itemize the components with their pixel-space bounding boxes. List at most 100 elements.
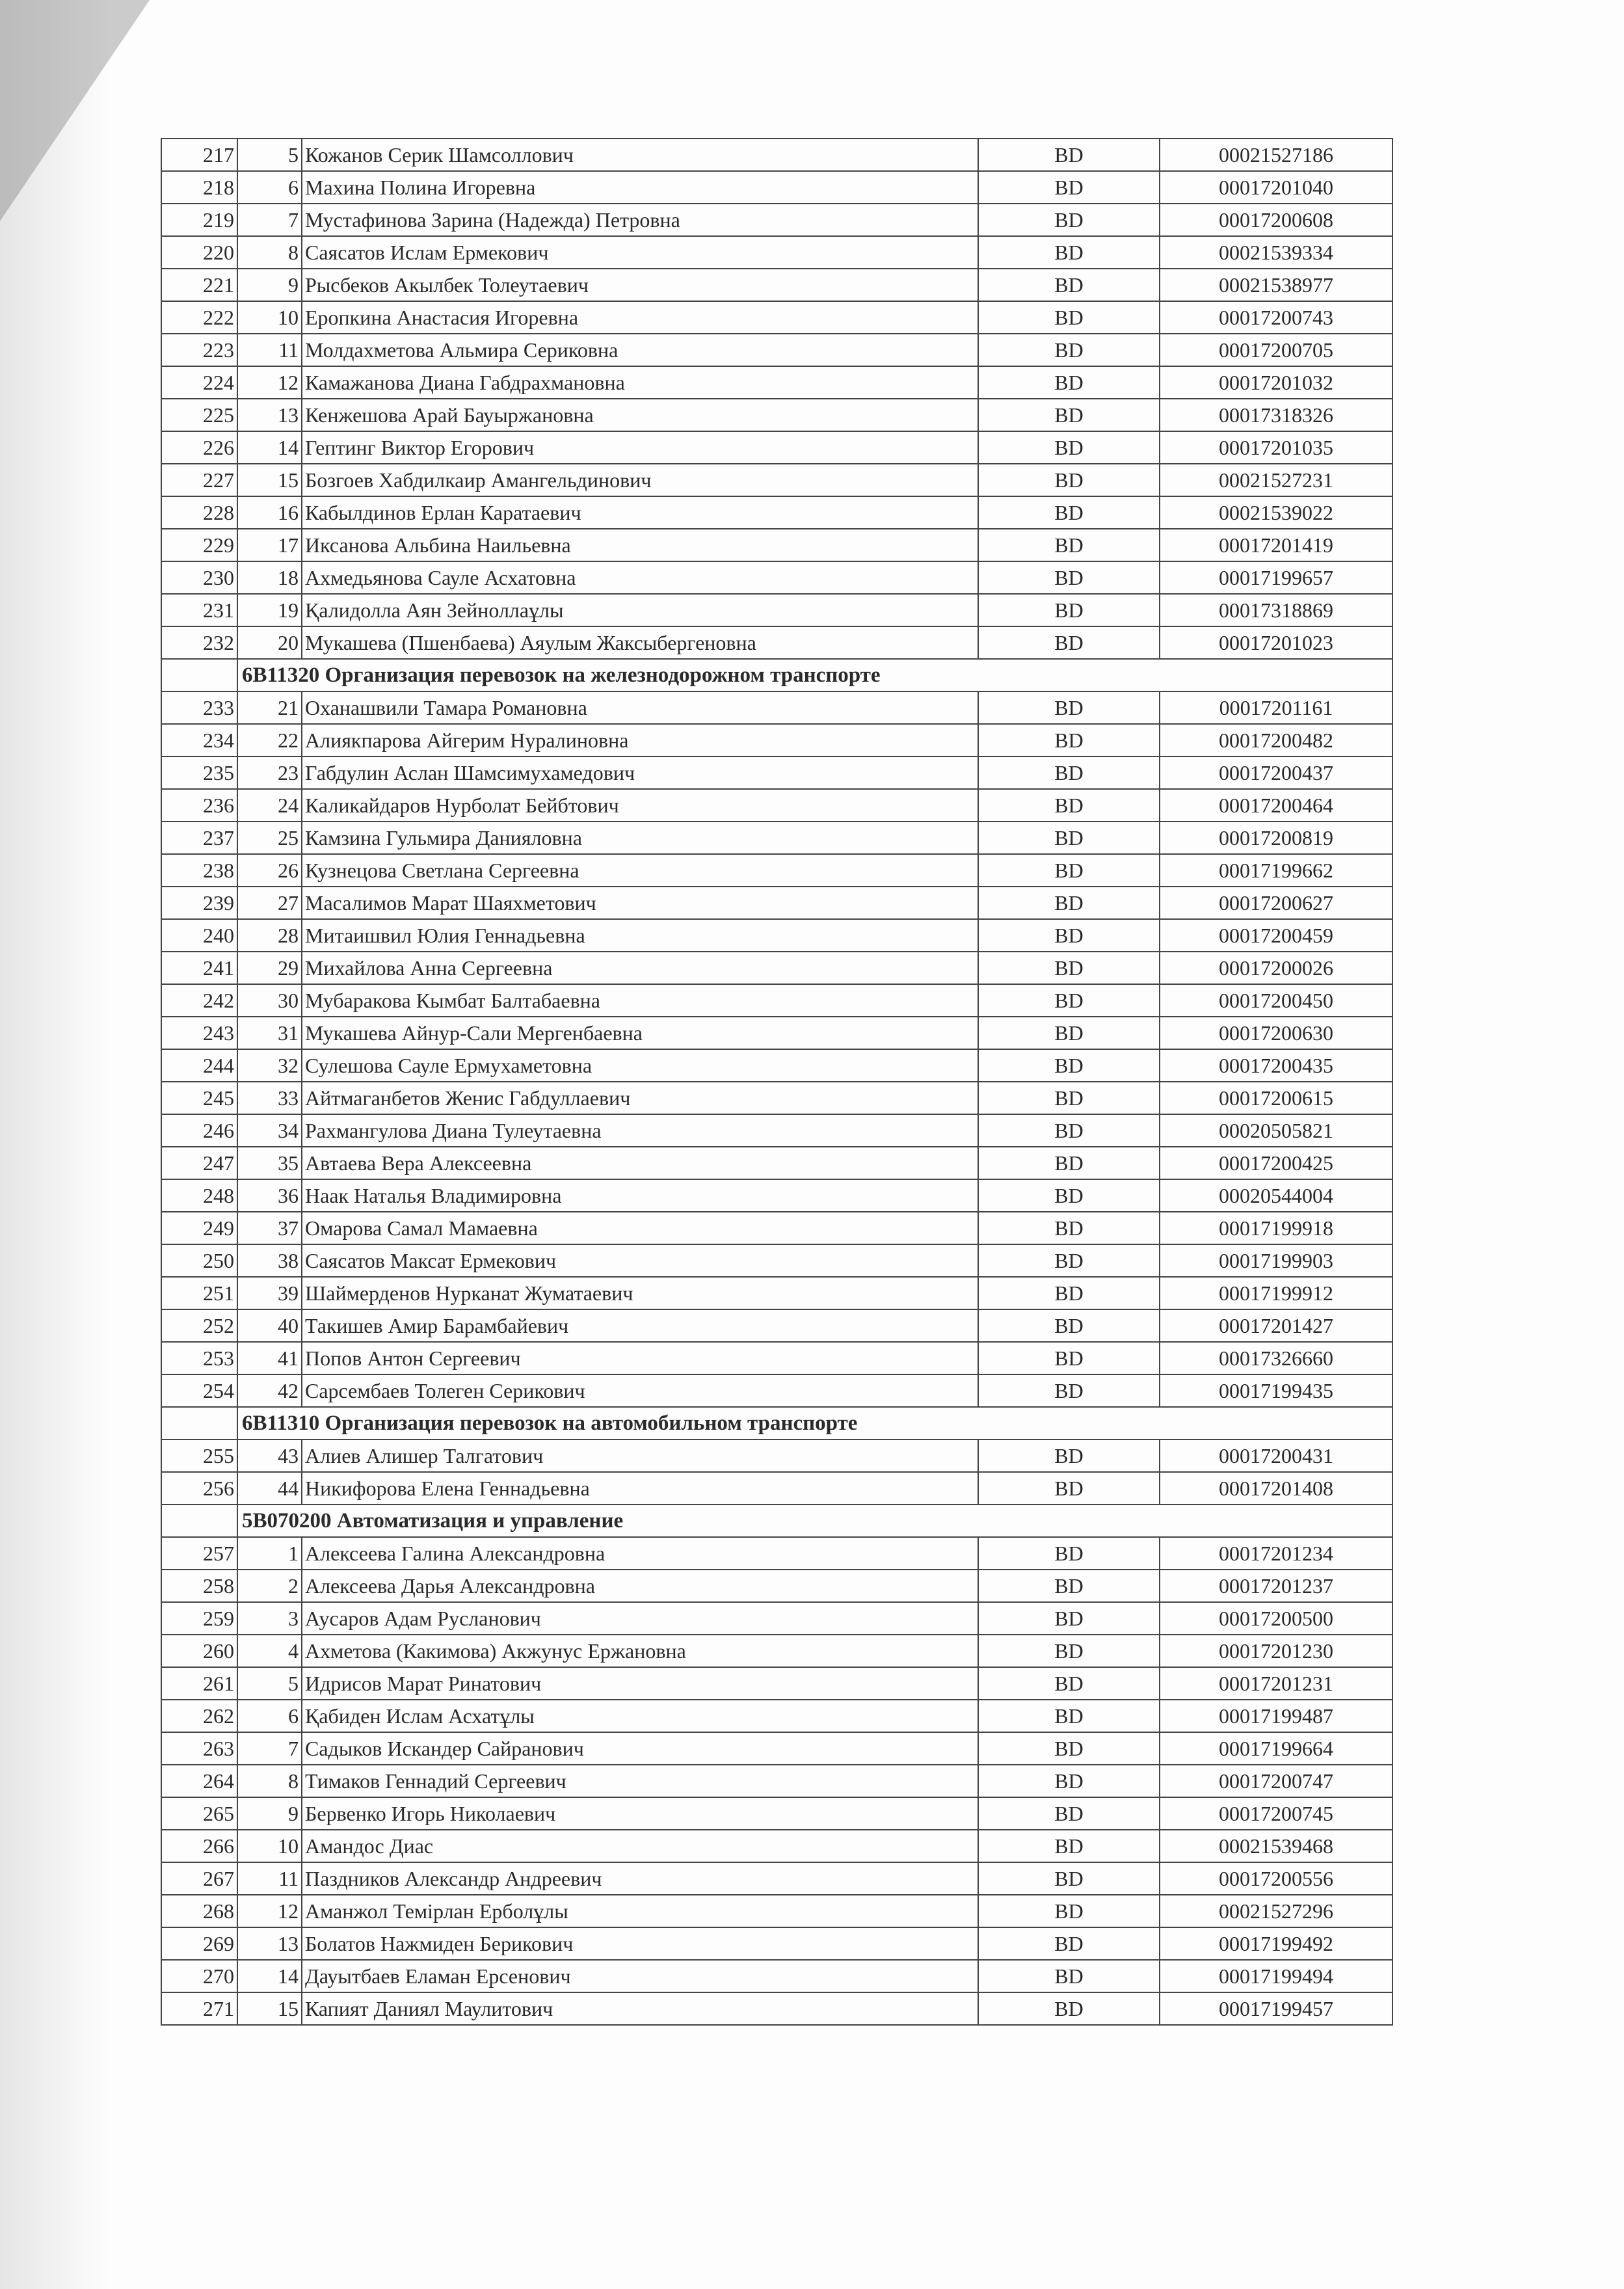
group-index: 18 bbox=[237, 561, 302, 595]
student-name: Махина Полина Игоревна bbox=[301, 170, 979, 204]
student-name: Такишев Амир Барамбайевич bbox=[301, 1309, 979, 1343]
row-number: 245 bbox=[161, 1081, 238, 1115]
row-number: 222 bbox=[161, 301, 238, 334]
table-row: 232 20 Мукашева (Пшенбаева) Аяулым Жаксыбе… bbox=[161, 626, 1393, 660]
group-index: 8 bbox=[237, 1764, 302, 1798]
student-name: Болатов Нажмиден Берикович bbox=[301, 1927, 979, 1961]
code-cell: BD bbox=[978, 756, 1160, 790]
id-number: 00017200431 bbox=[1159, 1439, 1393, 1473]
code-cell: BD bbox=[978, 1341, 1160, 1375]
id-number: 00021527231 bbox=[1159, 463, 1393, 497]
id-number: 00017199657 bbox=[1159, 561, 1393, 595]
row-number: 261 bbox=[161, 1667, 238, 1700]
section-title: 5B070200 Автоматизация и управление bbox=[237, 1504, 1393, 1538]
code-cell: BD bbox=[978, 951, 1160, 985]
table-row: 248 36 Наак Наталья Владимировна BD 00020544… bbox=[161, 1179, 1393, 1212]
row-number: 237 bbox=[161, 821, 238, 855]
group-index: 24 bbox=[237, 788, 302, 822]
group-index: 27 bbox=[237, 886, 302, 920]
row-number: 242 bbox=[161, 984, 238, 1017]
group-index: 31 bbox=[237, 1016, 302, 1050]
code-cell: BD bbox=[978, 1244, 1160, 1278]
id-number: 00017200627 bbox=[1159, 886, 1393, 920]
code-cell: BD bbox=[978, 1667, 1160, 1700]
table-row: 226 14 Гептинг Виктор Егорович BD 0001720103… bbox=[161, 431, 1393, 464]
code-cell: BD bbox=[978, 1797, 1160, 1830]
row-number: 239 bbox=[161, 886, 238, 920]
group-index: 33 bbox=[237, 1081, 302, 1115]
table-row: 253 41 Попов Антон Сергеевич BD 00017326660 bbox=[161, 1341, 1393, 1375]
table-row: 259 3 Аусаров Адам Русланович BD 00017200500 bbox=[161, 1601, 1393, 1635]
group-index: 14 bbox=[237, 1959, 302, 1993]
table-row: 240 28 Митаишвил Юлия Геннадьевна BD 0001720… bbox=[161, 918, 1393, 952]
row-number: 254 bbox=[161, 1374, 238, 1408]
student-name: Никифорова Елена Геннадьевна bbox=[301, 1471, 979, 1505]
student-name: Мустафинова Зарина (Надежда) Петровна bbox=[301, 203, 979, 237]
id-number: 00017200630 bbox=[1159, 1016, 1393, 1050]
table-row: 221 9 Рысбеков Акылбек Толеутаевич BD 000215… bbox=[161, 268, 1393, 302]
table-row: 222 10 Еропкина Анастасия Игоревна BD 000172… bbox=[161, 301, 1393, 334]
row-number: 250 bbox=[161, 1244, 238, 1278]
row-number: 227 bbox=[161, 463, 238, 497]
student-name: Рахмангулова Диана Тулеутаевна bbox=[301, 1114, 979, 1147]
code-cell: BD bbox=[978, 918, 1160, 952]
table-row: 220 8 Саясатов Ислам Ермекович BD 0002153933… bbox=[161, 235, 1393, 269]
group-index: 11 bbox=[237, 333, 302, 367]
student-name: Бозгоев Хабдилкаир Амангельдинович bbox=[301, 463, 979, 497]
table-row: 218 6 Махина Полина Игоревна BD 00017201040 bbox=[161, 170, 1393, 204]
student-name: Қабиден Ислам Асхатұлы bbox=[301, 1699, 979, 1733]
student-name: Алиякпарова Айгерим Нуралиновна bbox=[301, 723, 979, 757]
id-number: 00017201023 bbox=[1159, 626, 1393, 660]
row-number: 257 bbox=[161, 1536, 238, 1570]
row-number: 265 bbox=[161, 1797, 238, 1830]
group-index: 36 bbox=[237, 1179, 302, 1212]
id-number: 00017201408 bbox=[1159, 1471, 1393, 1505]
row-number: 233 bbox=[161, 691, 238, 725]
row-number: 241 bbox=[161, 951, 238, 985]
code-cell: BD bbox=[978, 301, 1160, 334]
row-number: 251 bbox=[161, 1276, 238, 1310]
table-row: 236 24 Каликайдаров Нурболат Бейбтович BD 00… bbox=[161, 788, 1393, 822]
student-name: Кожанов Серик Шамсоллович bbox=[301, 138, 979, 172]
group-index: 20 bbox=[237, 626, 302, 660]
group-index: 35 bbox=[237, 1146, 302, 1180]
table-row: 247 35 Автаева Вера Алексеевна BD 0001720042… bbox=[161, 1146, 1393, 1180]
row-number: 259 bbox=[161, 1601, 238, 1635]
row-number: 219 bbox=[161, 203, 238, 237]
table-row: 254 42 Сарсембаев Толеген Серикович BD 00017… bbox=[161, 1374, 1393, 1408]
group-index: 12 bbox=[237, 1894, 302, 1928]
row-number: 228 bbox=[161, 496, 238, 529]
row-number: 253 bbox=[161, 1341, 238, 1375]
student-name: Автаева Вера Алексеевна bbox=[301, 1146, 979, 1180]
group-index: 44 bbox=[237, 1471, 302, 1505]
id-number: 00017200819 bbox=[1159, 821, 1393, 855]
student-name: Саясатов Максат Ермекович bbox=[301, 1244, 979, 1278]
code-cell: BD bbox=[978, 1894, 1160, 1928]
id-number: 00017318326 bbox=[1159, 398, 1393, 432]
id-number: 00017200482 bbox=[1159, 723, 1393, 757]
id-number: 00017201032 bbox=[1159, 366, 1393, 399]
code-cell: BD bbox=[978, 1732, 1160, 1765]
code-cell: BD bbox=[978, 1959, 1160, 1993]
row-number: 268 bbox=[161, 1894, 238, 1928]
row-number: 270 bbox=[161, 1959, 238, 1993]
id-number: 00017201161 bbox=[1159, 691, 1393, 725]
table-row: 265 9 Бервенко Игорь Николаевич BD 000172007… bbox=[161, 1797, 1393, 1830]
id-number: 00017199912 bbox=[1159, 1276, 1393, 1310]
student-name: Шаймерденов Нурканат Жуматаевич bbox=[301, 1276, 979, 1310]
student-name: Сарсембаев Толеген Серикович bbox=[301, 1374, 979, 1408]
row-number: 226 bbox=[161, 431, 238, 464]
row-number: 256 bbox=[161, 1471, 238, 1505]
code-cell: BD bbox=[978, 1927, 1160, 1961]
group-index: 12 bbox=[237, 366, 302, 399]
code-cell: BD bbox=[978, 366, 1160, 399]
student-name: Кенжешова Арай Бауыржановна bbox=[301, 398, 979, 432]
id-number: 00017318869 bbox=[1159, 593, 1393, 627]
table-row: 269 13 Болатов Нажмиден Берикович BD 0001719… bbox=[161, 1927, 1393, 1961]
row-number: 244 bbox=[161, 1049, 238, 1082]
student-name: Айтмаганбетов Женис Габдуллаевич bbox=[301, 1081, 979, 1115]
section-header-row: 6B11310 Организация перевозок на автомоб… bbox=[161, 1406, 1393, 1440]
student-name: Молдахметова Альмира Сериковна bbox=[301, 333, 979, 367]
student-name: Камажанова Диана Габдрахмановна bbox=[301, 366, 979, 399]
table-row: 229 17 Иксанова Альбина Наильевна BD 0001720… bbox=[161, 528, 1393, 562]
